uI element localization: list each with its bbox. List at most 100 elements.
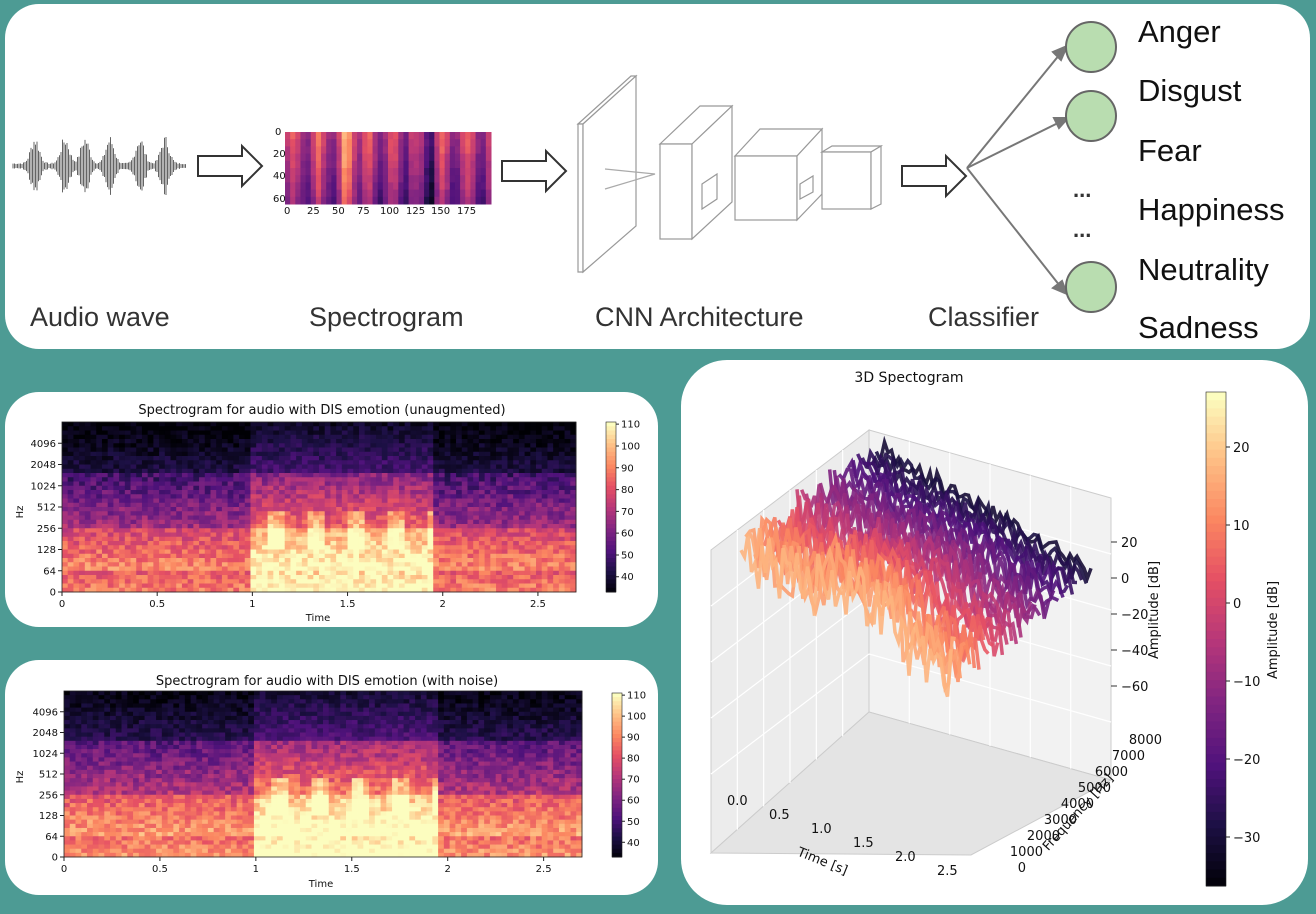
spectrogram-cell — [313, 481, 320, 487]
spectrogram-cell — [187, 575, 194, 580]
spectrogram-cell — [438, 502, 446, 508]
spectrogram-cell — [124, 566, 131, 572]
spectrogram-cell — [273, 468, 280, 474]
spectrogram-cell — [353, 545, 360, 550]
spectrogram-cell — [64, 736, 71, 742]
spectrogram-cell — [496, 524, 503, 529]
spectrogram-cell — [136, 562, 143, 567]
spectrogram-cell — [210, 477, 217, 482]
spectrogram-cell — [284, 587, 291, 593]
spectrogram-cell — [176, 532, 183, 538]
spectrogram-cell — [541, 434, 548, 440]
spectrogram-cell — [130, 562, 137, 567]
spectrogram-cell — [433, 485, 440, 491]
spectrogram-cell — [353, 477, 360, 482]
spectrogram-cell — [416, 536, 423, 542]
spectrogram-cell — [570, 545, 577, 550]
spectrogram-cell — [161, 794, 168, 800]
spectrogram-cell — [364, 587, 371, 593]
spectrogram-cell — [319, 532, 326, 538]
spectrogram-cell — [530, 498, 537, 504]
mini-spec-cell — [444, 132, 451, 140]
spectrogram-cell — [478, 570, 486, 576]
spectrogram-cell — [67, 515, 74, 521]
spectrogram-cell — [84, 502, 91, 508]
spectrogram-cell — [501, 443, 508, 448]
spectrogram-cell — [473, 498, 480, 504]
spectrogram-cell — [199, 558, 206, 563]
spectrogram-cell — [147, 562, 154, 567]
mini-spec-cell — [413, 139, 420, 147]
spectrogram-cell — [507, 498, 514, 504]
spectrogram-cell — [210, 430, 217, 436]
spectrogram-cell — [161, 815, 168, 821]
spectrogram-cell — [216, 464, 223, 470]
spectrogram-cell — [353, 579, 360, 584]
spectrogram-cell — [324, 511, 331, 516]
spectrogram-cell — [250, 519, 257, 525]
spectrogram-cell — [490, 490, 497, 495]
spectrogram-cell — [541, 477, 548, 482]
spectrogram-cell — [92, 832, 99, 837]
spectrogram-cell — [433, 443, 440, 448]
spectrogram-cell — [98, 786, 105, 791]
spectrogram-cell — [541, 451, 548, 457]
spectrogram-cell — [273, 494, 280, 499]
spectrogram-cell — [336, 553, 343, 559]
spectrogram-cell — [79, 430, 86, 436]
spectrogram-cell — [524, 579, 531, 584]
spectrogram-cell — [507, 583, 514, 589]
spectrogram-cell — [404, 502, 411, 508]
mini-spec-cell — [470, 146, 477, 155]
mini-spec-cell — [429, 168, 435, 176]
mini-spec-cell — [310, 146, 317, 155]
x-tick-label: 2.5 — [530, 599, 546, 610]
spectrogram-cell — [336, 473, 343, 478]
spectrogram-cell — [496, 566, 503, 572]
spectrogram-cell — [347, 460, 354, 465]
spectrogram-cell — [136, 498, 143, 504]
spectrogram-cell — [461, 562, 468, 567]
spectrogram-cell — [353, 426, 360, 431]
spectrogram-cell — [541, 464, 548, 470]
spectrogram-cell — [107, 545, 114, 550]
spectrogram-cell — [450, 426, 457, 431]
spectrogram-cell — [558, 562, 565, 567]
spectrogram-cell — [150, 794, 157, 800]
spectrogram-cell — [570, 587, 577, 593]
mini-spec-cell — [357, 196, 363, 205]
audio-waveform — [12, 137, 186, 195]
spectrogram-cell — [124, 549, 131, 555]
spectrogram-cell — [127, 852, 134, 858]
spectrogram-cell — [284, 481, 291, 487]
spectrogram-cell — [187, 460, 194, 465]
spectrogram-cell — [136, 541, 143, 546]
spectrogram-cell — [204, 443, 211, 448]
spectrogram-cell — [558, 549, 565, 555]
spectrogram-cell — [341, 587, 348, 593]
spectrogram-cell — [370, 583, 377, 589]
spectrogram-cell — [69, 786, 76, 791]
spectrogram-cell — [79, 515, 86, 521]
spectrogram-cell — [301, 524, 308, 529]
mini-spec-cell — [403, 175, 410, 183]
mini-spec-cell — [310, 153, 317, 162]
spectrogram-cell — [530, 490, 537, 495]
spectrogram-cell — [461, 536, 468, 542]
spectrogram-cell — [267, 430, 274, 436]
spectrogram-cell — [524, 587, 531, 593]
spectrogram-cell — [81, 744, 88, 750]
spectrogram-cell — [558, 545, 565, 550]
spectrogram-cell — [490, 570, 497, 576]
spectrogram-cell — [387, 515, 394, 521]
output-node — [1065, 261, 1117, 313]
spectrogram-cell — [153, 536, 160, 542]
spectrogram-cell — [159, 422, 166, 427]
mini-spec-cell — [357, 189, 363, 198]
spectrogram-cell — [330, 519, 337, 525]
mini-spec-cell — [413, 168, 420, 176]
spectrogram-cell — [62, 549, 69, 555]
spectrogram-cell — [90, 515, 97, 521]
spectrogram-cell — [136, 464, 143, 470]
spectrogram-cell — [381, 502, 388, 508]
